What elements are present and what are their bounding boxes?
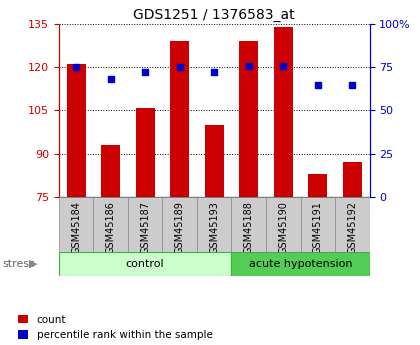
Bar [231,197,266,252]
Point [245,63,252,68]
Bar [66,65,86,197]
Bar [274,27,293,197]
Bar [163,197,197,252]
Bar [128,197,163,252]
Text: ▶: ▶ [29,259,37,269]
Text: GSM45192: GSM45192 [347,201,357,254]
Bar [239,41,258,197]
Bar [136,108,155,197]
Bar [308,174,327,197]
Text: GSM45186: GSM45186 [105,201,116,254]
Point [107,77,114,82]
Text: GSM45193: GSM45193 [209,201,219,254]
Point [142,70,149,75]
Bar [59,197,93,252]
Text: acute hypotension: acute hypotension [249,259,352,269]
Bar [335,197,370,252]
Bar [59,252,231,276]
Bar [231,252,370,276]
Text: GSM45187: GSM45187 [140,201,150,254]
Point [176,65,183,70]
Text: stress: stress [2,259,35,269]
Point [211,70,218,75]
Text: GSM45189: GSM45189 [175,201,185,254]
Bar [197,197,231,252]
Point [280,63,286,68]
Bar [170,41,189,197]
Text: control: control [126,259,165,269]
Bar [101,145,120,197]
Bar [93,197,128,252]
Title: GDS1251 / 1376583_at: GDS1251 / 1376583_at [134,8,295,22]
Text: GSM45184: GSM45184 [71,201,81,254]
Point [315,82,321,87]
Bar [301,197,335,252]
Bar [205,125,224,197]
Legend: count, percentile rank within the sample: count, percentile rank within the sample [18,315,213,340]
Bar [266,197,301,252]
Point [73,65,79,70]
Bar [343,162,362,197]
Text: GSM45188: GSM45188 [244,201,254,254]
Point [349,82,356,87]
Text: GSM45191: GSM45191 [313,201,323,254]
Text: GSM45190: GSM45190 [278,201,288,254]
